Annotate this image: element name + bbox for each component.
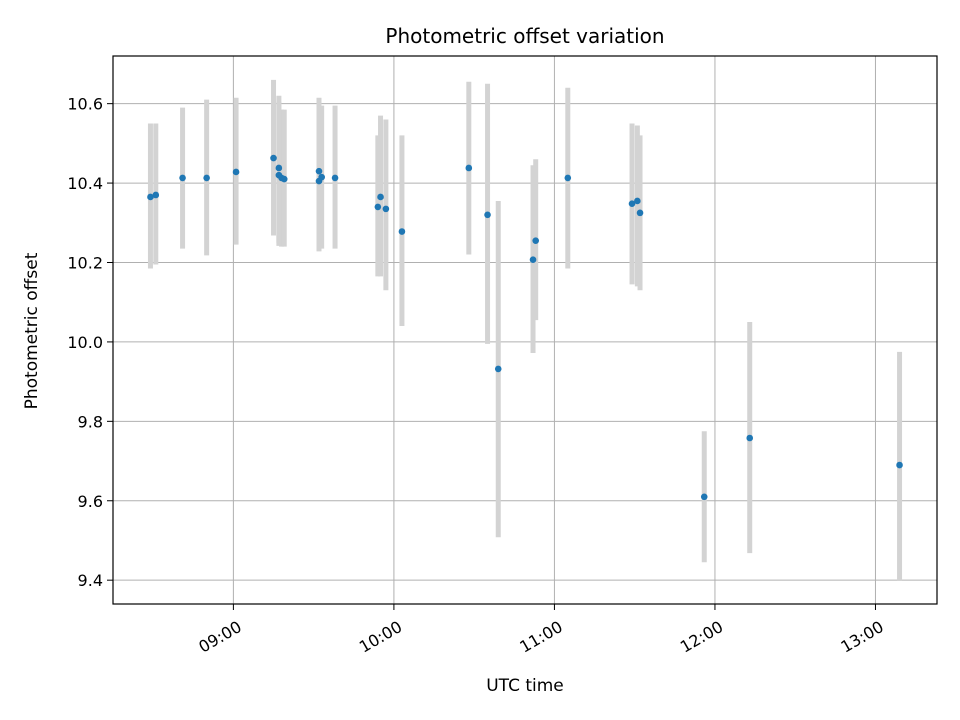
data-point bbox=[636, 209, 644, 217]
x-axis-ticks: 09:00 10:00 11:00 12:00 13:00 bbox=[195, 604, 887, 657]
chart-title: Photometric offset variation bbox=[385, 24, 664, 48]
data-point bbox=[382, 205, 390, 213]
data-point bbox=[232, 168, 240, 176]
data-point bbox=[275, 164, 283, 172]
y-tick-label: 9.4 bbox=[78, 571, 103, 590]
data-point bbox=[152, 191, 160, 199]
data-point bbox=[628, 200, 636, 208]
y-tick-label: 10.0 bbox=[67, 333, 103, 352]
data-point bbox=[315, 167, 323, 175]
x-axis-label: UTC time bbox=[486, 676, 564, 696]
data-point bbox=[270, 154, 277, 162]
y-axis-ticks: 9.4 9.6 9.8 10.0 10.2 10.4 10.6 bbox=[67, 95, 113, 590]
data-point bbox=[465, 164, 473, 172]
data-point bbox=[377, 193, 384, 201]
data-point bbox=[331, 174, 339, 182]
y-tick-label: 10.4 bbox=[67, 174, 103, 193]
data-point bbox=[494, 365, 502, 373]
plot-frame bbox=[112, 55, 938, 605]
y-tick-label: 9.6 bbox=[78, 492, 103, 511]
data-point bbox=[532, 237, 540, 244]
data-point bbox=[484, 211, 491, 219]
y-tick-label: 9.8 bbox=[78, 412, 103, 431]
y-tick-label: 10.6 bbox=[67, 95, 103, 114]
data-point bbox=[203, 174, 210, 182]
data-point bbox=[398, 228, 406, 235]
data-point bbox=[564, 174, 572, 182]
y-tick-label: 10.2 bbox=[67, 253, 103, 272]
grid bbox=[113, 56, 937, 604]
data-points bbox=[147, 154, 903, 501]
y-axis-label: Photometric offset bbox=[22, 252, 42, 409]
data-point bbox=[179, 174, 186, 182]
data-point bbox=[746, 434, 754, 442]
data-point bbox=[374, 203, 382, 211]
data-point bbox=[280, 175, 288, 183]
data-point bbox=[147, 193, 154, 201]
data-point bbox=[529, 256, 537, 264]
data-point bbox=[896, 461, 903, 469]
data-point bbox=[634, 197, 641, 205]
data-point bbox=[318, 173, 325, 181]
data-point bbox=[700, 493, 708, 501]
